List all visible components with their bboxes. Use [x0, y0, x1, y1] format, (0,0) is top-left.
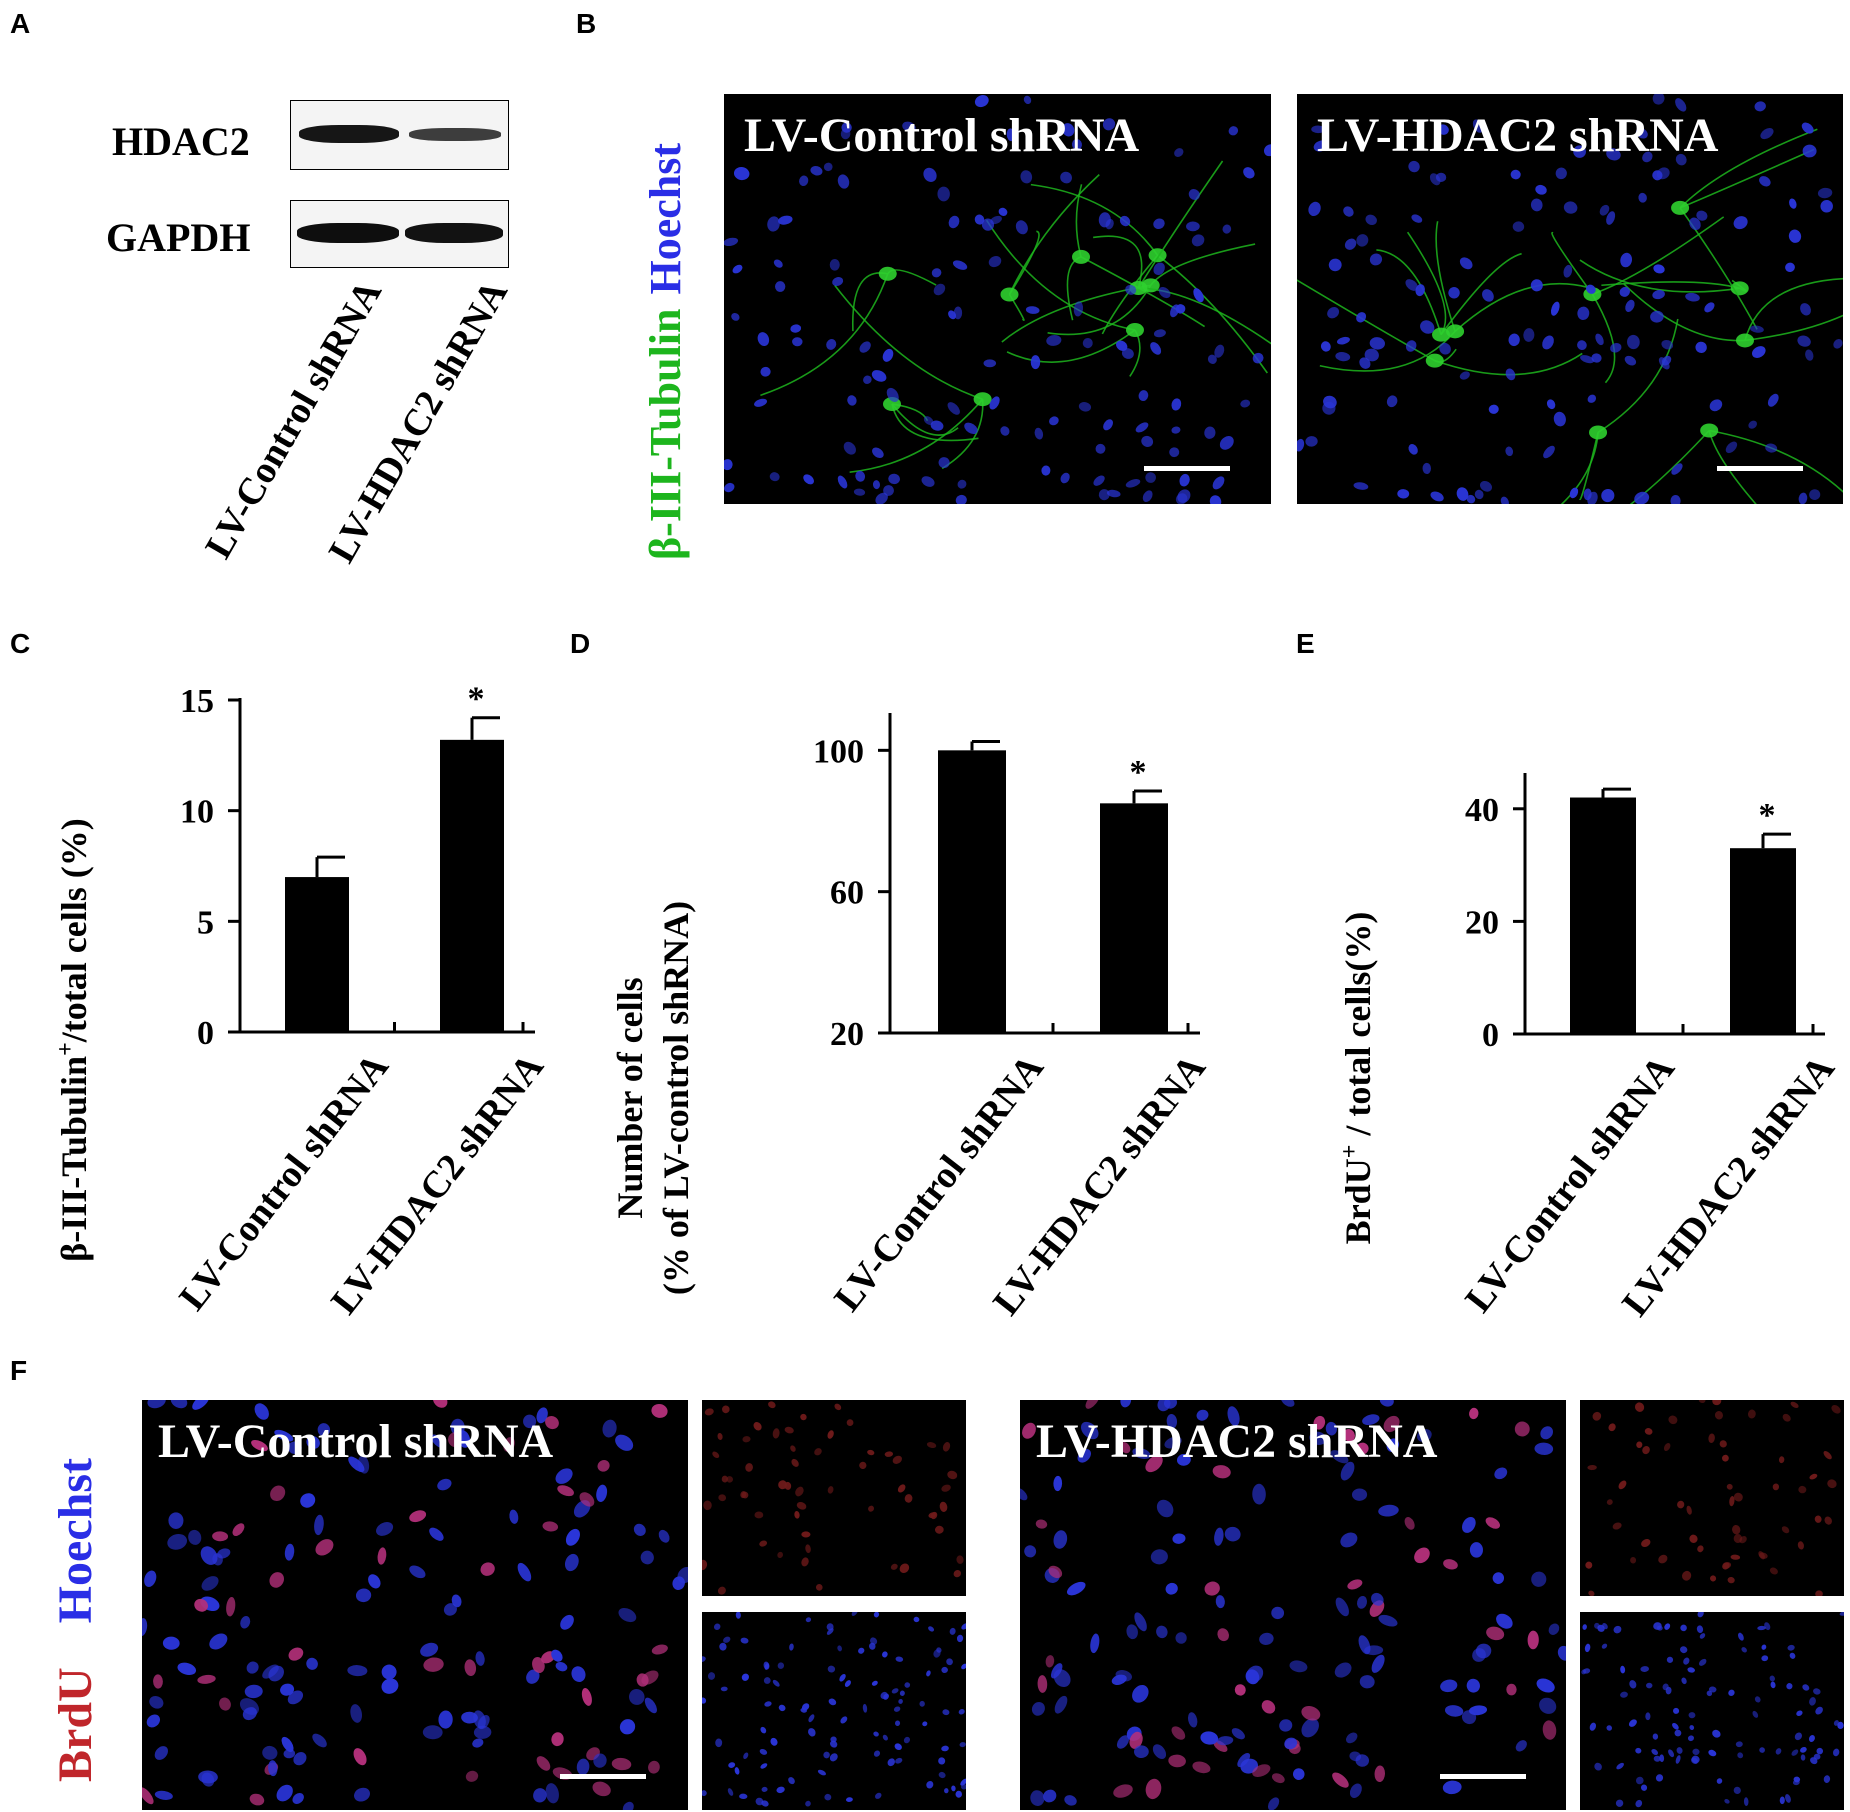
- blot-hdac2: [290, 100, 509, 170]
- significance-marker: *: [1759, 797, 1776, 834]
- panel-letter-d: D: [570, 628, 591, 659]
- y-tick-label: 20: [1465, 904, 1499, 941]
- y-axis-label-line2: (% of LV-control shRNA): [656, 901, 696, 1295]
- y-tick-label: 40: [1465, 792, 1499, 829]
- micrograph-f-control-red: [702, 1400, 966, 1596]
- y-tick-label: 0: [197, 1015, 214, 1052]
- y-tick-label: 0: [1482, 1017, 1499, 1054]
- panel-letter-f: F: [10, 1355, 28, 1386]
- significance-marker: *: [1130, 754, 1147, 791]
- bar: [1100, 803, 1168, 1033]
- image-label: LV-Control shRNA: [158, 1415, 554, 1468]
- micrograph-f-control-blue: [702, 1612, 966, 1810]
- micrograph-b-control: LV-Control shRNA: [724, 94, 1271, 504]
- channel-blue-label: Hoechst: [641, 142, 690, 295]
- y-tick-label: 100: [813, 733, 864, 770]
- significance-marker: *: [468, 681, 485, 718]
- y-tick-label: 20: [830, 1016, 864, 1053]
- bar: [1730, 848, 1796, 1034]
- channel-label-f: BrdU Hoechst: [48, 1458, 103, 1782]
- channel-label-b: β-III-Tubulin Hoechst: [640, 143, 691, 560]
- scale-bar: [1144, 466, 1230, 471]
- scale-bar: [560, 1774, 646, 1779]
- panel-letter-e: E: [1296, 628, 1315, 659]
- y-axis-label: Number of cells: [610, 977, 650, 1218]
- channel-red-label: BrdU: [49, 1667, 102, 1782]
- bar: [938, 750, 1006, 1033]
- band-gapdh-lane2: [405, 223, 503, 243]
- panel-letter-a: A: [10, 8, 31, 39]
- micrograph-f-control-merge: LV-Control shRNA: [142, 1400, 688, 1810]
- y-tick-label: 15: [180, 683, 214, 720]
- band-label-hdac2: HDAC2: [112, 119, 250, 164]
- y-tick-label: 5: [197, 904, 214, 941]
- nuclei: [1020, 1400, 1566, 1810]
- nuclei: [702, 1612, 966, 1807]
- channel-blue-label: Hoechst: [49, 1458, 102, 1624]
- blot-gapdh: [290, 200, 509, 268]
- bar: [285, 877, 349, 1032]
- y-axis-label: β-III-Tubulin+/total cells (%): [53, 818, 94, 1261]
- nuclei: [702, 1401, 964, 1595]
- micrograph-f-hdac2-red: [1580, 1400, 1844, 1596]
- band-hdac2-lane1: [299, 125, 399, 143]
- scale-bar: [1717, 466, 1803, 471]
- neurites: [760, 160, 1271, 473]
- panel-letter-c: C: [10, 628, 31, 659]
- bar: [440, 739, 504, 1032]
- nuclei: [1581, 1612, 1844, 1808]
- y-tick-label: 10: [180, 794, 214, 831]
- micrograph-f-hdac2-blue: [1580, 1612, 1844, 1810]
- channel-green-label: β-III-Tubulin: [641, 308, 690, 561]
- micrograph-b-hdac2: LV-HDAC2 shRNA: [1297, 94, 1843, 504]
- band-label-gapdh: GAPDH: [106, 215, 251, 260]
- neurites: [1297, 128, 1843, 504]
- image-label: LV-HDAC2 shRNA: [1036, 1415, 1438, 1468]
- nuclei: [142, 1400, 688, 1810]
- y-axis-label: BrdU+ / total cells(%): [1337, 912, 1378, 1245]
- band-gapdh-lane1: [297, 223, 399, 243]
- y-tick-label: 60: [830, 875, 864, 912]
- band-hdac2-lane2: [409, 128, 501, 141]
- nuclei: [724, 95, 1271, 504]
- image-label: LV-HDAC2 shRNA: [1317, 109, 1719, 162]
- nuclei: [1585, 1400, 1841, 1596]
- scale-bar: [1440, 1774, 1526, 1779]
- panel-letter-b: B: [576, 8, 597, 39]
- nuclei: [1297, 94, 1843, 504]
- bar: [1570, 797, 1636, 1034]
- micrograph-f-hdac2-merge: LV-HDAC2 shRNA: [1020, 1400, 1566, 1810]
- image-label: LV-Control shRNA: [744, 109, 1140, 162]
